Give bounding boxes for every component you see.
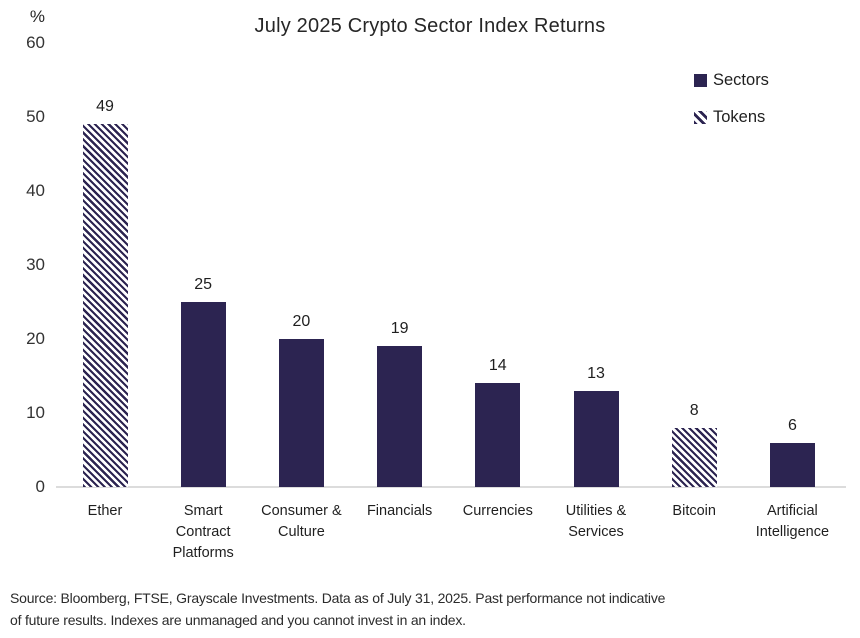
x-label-consumer-culture: Consumer & Culture — [261, 503, 342, 540]
source-footnote-line2: of future results. Indexes are unmanaged… — [10, 612, 466, 628]
bar-ether — [82, 124, 128, 487]
x-axis-baseline — [56, 486, 846, 488]
y-tick-50: 50 — [26, 107, 45, 126]
chart-title: July 2025 Crypto Sector Index Returns — [254, 15, 606, 37]
y-tick-30: 30 — [26, 255, 45, 274]
source-footnote: Source: Bloomberg, FTSE, Grayscale Inves… — [10, 587, 850, 631]
legend-item-tokens: Tokens — [694, 108, 769, 126]
bar-consumer-culture — [278, 339, 324, 487]
source-footnote-line1: Source: Bloomberg, FTSE, Grayscale Inves… — [10, 590, 666, 606]
sectors-solid-swatch-icon — [694, 73, 707, 87]
bar-financials — [377, 346, 423, 487]
bar-artificial-intelligence — [769, 443, 815, 487]
x-label-currencies: Currencies — [462, 503, 533, 519]
y-tick-10: 10 — [26, 403, 45, 422]
y-axis-unit-label: % — [29, 7, 45, 26]
bar-value-bitcoin: 8 — [689, 402, 699, 419]
bar-value-financials: 19 — [390, 320, 409, 337]
bar-value-ether: 49 — [96, 98, 114, 115]
y-tick-0: 0 — [35, 477, 45, 496]
bar-value-artificial-intelligence: 6 — [787, 417, 797, 434]
bar-smart-contract-platforms — [180, 302, 226, 487]
y-tick-40: 40 — [26, 181, 45, 200]
bar-value-smart-contract-platforms: 25 — [194, 276, 213, 293]
chart-legend: Sectors Tokens — [694, 71, 769, 145]
x-label-artificial-intelligence: Artificial Intelligence — [755, 503, 830, 540]
bar-currencies — [475, 383, 521, 487]
x-label-financials: Financials — [366, 503, 433, 519]
x-label-smart-contract-platforms: Smart Contract Platforms — [172, 503, 234, 561]
x-label-bitcoin: Bitcoin — [672, 503, 716, 519]
bar-value-utilities-services: 13 — [587, 365, 605, 382]
tokens-hatched-swatch-icon — [694, 110, 707, 124]
bar-utilities-services — [573, 391, 619, 487]
bar-bitcoin — [671, 428, 717, 487]
x-label-ether: Ether — [87, 503, 123, 519]
y-tick-20: 20 — [26, 329, 45, 348]
x-label-utilities-services: Utilities & Services — [565, 503, 627, 540]
legend-item-sectors: Sectors — [694, 71, 769, 89]
y-tick-60: 60 — [26, 33, 45, 52]
legend-label-sectors: Sectors — [713, 70, 769, 89]
bar-value-currencies: 14 — [488, 357, 507, 374]
legend-label-tokens: Tokens — [713, 107, 766, 126]
bar-value-consumer-culture: 20 — [292, 313, 311, 330]
